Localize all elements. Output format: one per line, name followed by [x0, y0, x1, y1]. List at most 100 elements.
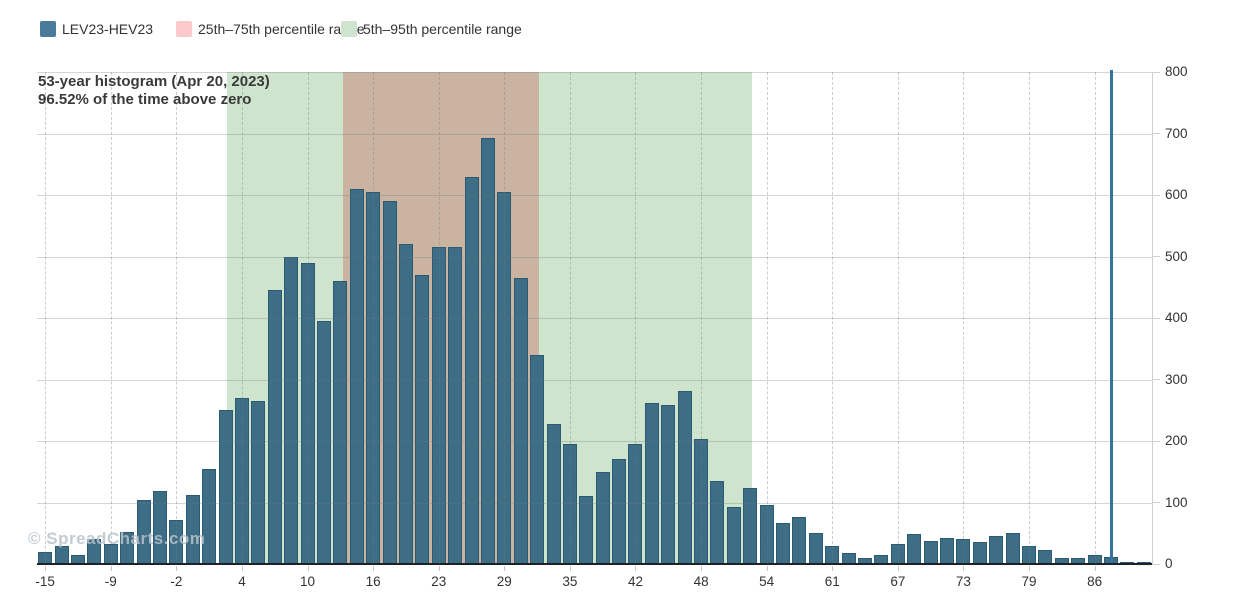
- histogram-bar[interactable]: [349, 188, 364, 564]
- histogram-bar[interactable]: [923, 540, 938, 564]
- histogram-bar[interactable]: [1071, 557, 1086, 564]
- histogram-bar[interactable]: [234, 397, 249, 564]
- legend-label-25-75: 25th–75th percentile range: [198, 21, 365, 37]
- histogram-bar[interactable]: [644, 402, 659, 564]
- histogram-bar[interactable]: [776, 523, 791, 564]
- histogram-bar[interactable]: [480, 137, 495, 564]
- histogram-bar[interactable]: [1054, 557, 1069, 564]
- histogram-bar[interactable]: [448, 247, 463, 564]
- x-axis-label: 86: [1087, 574, 1103, 589]
- watermark: © SpreadCharts.com: [28, 529, 206, 548]
- y-gridline: [37, 256, 1152, 258]
- histogram-bar[interactable]: [694, 439, 709, 564]
- y-axis-label: 0: [1165, 556, 1173, 571]
- histogram-bar[interactable]: [562, 444, 577, 564]
- legend-item-25-75-range[interactable]: 25th–75th percentile range: [176, 21, 365, 37]
- histogram-bar[interactable]: [267, 290, 282, 564]
- histogram-bar[interactable]: [38, 551, 53, 564]
- histogram-bar[interactable]: [1120, 561, 1135, 564]
- histogram-bar[interactable]: [579, 496, 594, 564]
- x-gridline: [504, 72, 506, 564]
- histogram-bar[interactable]: [890, 543, 905, 564]
- histogram-bar[interactable]: [497, 191, 512, 564]
- histogram-bar[interactable]: [808, 533, 823, 564]
- histogram-bar[interactable]: [70, 554, 85, 564]
- x-axis-tick: [504, 566, 506, 571]
- x-axis-label: -9: [104, 574, 117, 589]
- percentile-5-95-swatch-icon: [341, 21, 357, 37]
- histogram-bar[interactable]: [612, 459, 627, 564]
- histogram-bar[interactable]: [120, 532, 135, 564]
- y-axis-label: 400: [1165, 310, 1188, 325]
- x-axis-label: 29: [496, 574, 512, 589]
- y-axis-label: 700: [1165, 125, 1188, 141]
- histogram-bar[interactable]: [284, 256, 299, 564]
- histogram-bar[interactable]: [661, 405, 676, 564]
- histogram-bar[interactable]: [530, 354, 545, 564]
- x-gridline: [45, 72, 47, 564]
- histogram-bar[interactable]: [940, 537, 955, 564]
- histogram-bar[interactable]: [366, 191, 381, 564]
- x-axis-tick: [1029, 566, 1031, 571]
- histogram-bar[interactable]: [333, 281, 348, 564]
- x-axis-tick: [635, 566, 637, 571]
- histogram-bar[interactable]: [907, 534, 922, 564]
- histogram-bar[interactable]: [152, 490, 167, 564]
- y-axis-label: 200: [1165, 433, 1188, 448]
- legend-item-5-95-range[interactable]: 5th–95th percentile range: [341, 21, 522, 37]
- histogram-bar[interactable]: [103, 543, 118, 564]
- histogram-bar[interactable]: [54, 545, 69, 564]
- legend-label-series: LEV23-HEV23: [62, 21, 154, 37]
- histogram-bar[interactable]: [316, 321, 331, 564]
- x-gridline: [176, 72, 178, 564]
- y-axis-tick: [1152, 194, 1160, 196]
- chart-title: 53-year histogram (Apr 20, 2023) 96.52% …: [38, 73, 270, 109]
- histogram-bar[interactable]: [677, 391, 692, 564]
- chart-title-line1: 53-year histogram (Apr 20, 2023): [38, 73, 270, 90]
- histogram-bar[interactable]: [415, 274, 430, 564]
- x-gridline: [832, 72, 834, 564]
- histogram-bar[interactable]: [743, 487, 758, 564]
- histogram-bar[interactable]: [218, 410, 233, 564]
- histogram-bar[interactable]: [202, 468, 217, 564]
- histogram-bar[interactable]: [87, 539, 102, 564]
- histogram-bar[interactable]: [825, 545, 840, 564]
- histogram-bar[interactable]: [858, 557, 873, 564]
- y-axis-tick: [1152, 379, 1160, 380]
- histogram-bar[interactable]: [1087, 555, 1102, 564]
- histogram-bar[interactable]: [989, 536, 1004, 564]
- histogram-bar[interactable]: [1038, 550, 1053, 564]
- histogram-bar[interactable]: [1022, 545, 1037, 564]
- histogram-bar[interactable]: [710, 480, 725, 564]
- x-axis-tick: [766, 566, 768, 571]
- histogram-bar[interactable]: [398, 244, 413, 564]
- histogram-bar[interactable]: [300, 262, 315, 564]
- histogram-bar[interactable]: [136, 500, 151, 564]
- histogram-bar[interactable]: [546, 423, 561, 564]
- histogram-bar[interactable]: [841, 552, 856, 564]
- histogram-bar[interactable]: [1005, 533, 1020, 564]
- histogram-bar[interactable]: [972, 542, 987, 564]
- histogram-bar[interactable]: [595, 471, 610, 564]
- histogram-bar[interactable]: [185, 495, 200, 564]
- x-axis-tick: [701, 566, 703, 571]
- histogram-bar[interactable]: [792, 517, 807, 564]
- histogram-bar[interactable]: [513, 278, 528, 564]
- histogram-bar[interactable]: [726, 507, 741, 564]
- histogram-bar[interactable]: [169, 520, 184, 564]
- x-axis-label: 4: [238, 574, 246, 589]
- histogram-bar[interactable]: [382, 201, 397, 564]
- histogram-bar[interactable]: [431, 247, 446, 564]
- x-axis-label: 54: [759, 574, 775, 589]
- histogram-bar[interactable]: [628, 444, 643, 564]
- histogram-bar[interactable]: [874, 554, 889, 564]
- x-axis-tick: [963, 566, 965, 571]
- legend-item-series[interactable]: LEV23-HEV23: [40, 21, 153, 37]
- histogram-bar[interactable]: [251, 401, 266, 564]
- y-axis-tick: [1152, 317, 1160, 319]
- x-axis-label: 35: [562, 574, 578, 589]
- histogram-bar[interactable]: [464, 176, 479, 564]
- histogram-bar[interactable]: [956, 539, 971, 564]
- histogram-bar[interactable]: [759, 504, 774, 564]
- legend-label-5-95: 5th–95th percentile range: [363, 21, 522, 37]
